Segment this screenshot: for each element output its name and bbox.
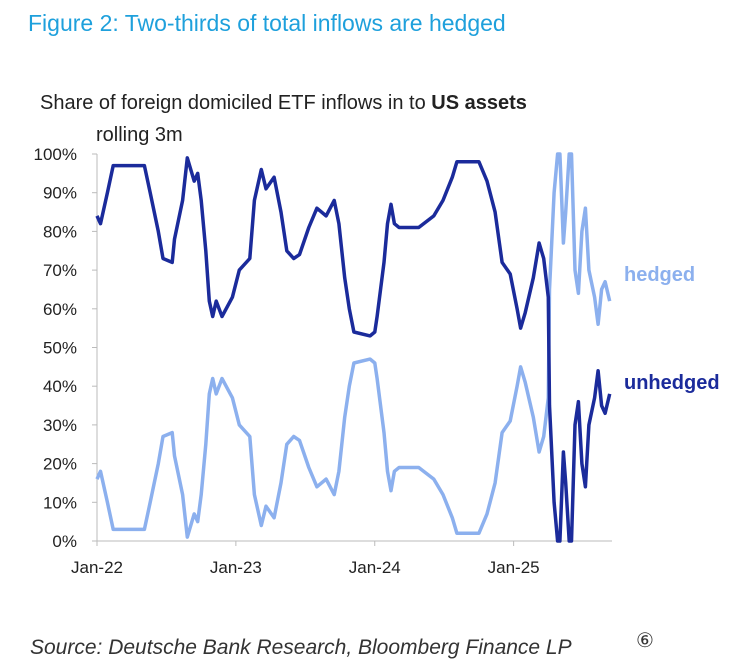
y-tick-label: 0% [52, 532, 77, 551]
source-note: Source: Deutsche Bank Research, Bloomber… [30, 636, 572, 659]
y-tick-label: 90% [43, 184, 77, 203]
y-tick-label: 10% [43, 493, 77, 512]
y-tick-label: 80% [43, 222, 77, 241]
figure-title: Figure 2: Two-thirds of total inflows ar… [28, 10, 506, 36]
x-tick-label: Jan-23 [210, 558, 262, 577]
y-tick-label: 100% [34, 145, 77, 164]
y-tick-label: 40% [43, 377, 77, 396]
legend-label-hedged: hedged [624, 264, 695, 286]
y-tick-label: 50% [43, 339, 77, 358]
y-tick-label: 60% [43, 300, 77, 319]
line-chart: 0% 10% 20% 30% 40% 50% 60% 70% 80% 90% 100% Jan-22 J… [34, 145, 720, 577]
chart-title: Share of foreign domiciled ETF inflows i… [40, 92, 527, 115]
y-tick-label: 70% [43, 261, 77, 280]
series-line-hedged [95, 152, 612, 539]
chart-title-plain: Share of foreign domiciled ETF inflows i… [40, 92, 432, 114]
y-tick-label: 30% [43, 416, 77, 435]
chart-subtitle: rolling 3m [96, 124, 183, 146]
watermark-logo: ⑥ [636, 630, 654, 652]
x-tick-label: Jan-22 [71, 558, 123, 577]
chart-title-bold: US assets [431, 92, 527, 114]
x-tick-label: Jan-24 [349, 558, 401, 577]
legend-label-unhedged: unhedged [624, 372, 720, 394]
y-tick-label: 20% [43, 455, 77, 474]
x-tick-label: Jan-25 [488, 558, 540, 577]
series-line-unhedged [95, 156, 612, 543]
